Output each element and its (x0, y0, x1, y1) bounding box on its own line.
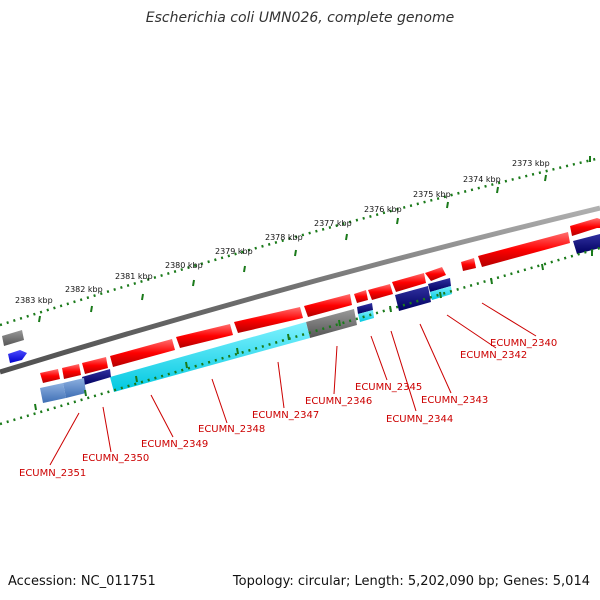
gene-label-ecumn-2350: ECUMN_2350 (82, 453, 149, 464)
tick-label-2379: 2379 kbp (215, 247, 253, 256)
cog-block (306, 309, 357, 338)
gene-arrow (354, 290, 368, 303)
tick-label-2383: 2383 kbp (15, 296, 53, 305)
cog-block (63, 378, 86, 398)
gene-arrow (461, 258, 476, 271)
gene-arrow (570, 218, 600, 236)
gene-arrow-ecumn-2350 (82, 357, 108, 374)
gene-arrow (368, 284, 393, 300)
tick-label-2375: 2375 kbp (413, 190, 451, 199)
cog-block (357, 303, 373, 314)
tick-label-2373: 2373 kbp (512, 159, 550, 168)
label-leaders (49, 302, 537, 466)
scale-tick-labels: 2373 kbp 2374 kbp 2375 kbp 2376 kbp 2377… (15, 159, 550, 305)
gene-label-ecumn-2343: ECUMN_2343 (421, 395, 488, 406)
inner-scale-ticks (34, 250, 593, 411)
cog-block (573, 234, 600, 254)
gene-label-ecumn-2348: ECUMN_2348 (198, 424, 265, 435)
cog-block (82, 369, 111, 385)
gene-label-ecumn-2345: ECUMN_2345 (355, 382, 422, 393)
tick-label-2382: 2382 kbp (65, 285, 103, 294)
scale-ticks (38, 156, 591, 323)
tick-label-2380: 2380 kbp (165, 261, 203, 270)
gene-label-ecumn-2347: ECUMN_2347 (252, 410, 319, 421)
forward-strand-features (2, 218, 600, 363)
accession-text: Accession: NC_011751 (8, 574, 156, 589)
gene-arrow-ecumn-2351 (40, 369, 60, 383)
tick-label-2381: 2381 kbp (115, 272, 153, 281)
gene-arrow (8, 350, 27, 363)
cog-track (40, 234, 600, 403)
cog-block (110, 322, 310, 392)
gene-arrow (425, 267, 446, 281)
gene-arrow (2, 330, 24, 346)
gene-label-ecumn-2342: ECUMN_2342 (460, 350, 527, 361)
gene-labels: ECUMN_2340 ECUMN_2342 ECUMN_2343 ECUMN_2… (19, 338, 557, 479)
genome-backbone (0, 205, 600, 375)
tick-label-2374: 2374 kbp (463, 175, 501, 184)
gene-arrow-ecumn-2349 (176, 324, 233, 348)
cog-block (40, 383, 66, 403)
cog-block (428, 278, 451, 292)
gene-arrow (392, 273, 426, 292)
reverse-strand-features (40, 232, 570, 383)
tick-label-2377: 2377 kbp (314, 219, 352, 228)
gene-label-ecumn-2346: ECUMN_2346 (305, 396, 372, 407)
gene-label-ecumn-2349: ECUMN_2349 (141, 439, 208, 450)
gene-label-ecumn-2344: ECUMN_2344 (386, 414, 453, 425)
tick-label-2376: 2376 kbp (364, 205, 402, 214)
tick-label-2378: 2378 kbp (265, 233, 303, 242)
gene-arrow (110, 339, 175, 367)
genome-summary-text: Topology: circular; Length: 5,202,090 bp… (232, 574, 590, 589)
gene-label-ecumn-2340: ECUMN_2340 (490, 338, 557, 349)
gene-arrow-ecumn-2348 (234, 307, 303, 333)
cog-block (358, 310, 374, 322)
gene-arrow (62, 364, 81, 379)
gene-arrow-ecumn-2340 (478, 232, 570, 267)
gene-arrow-ecumn-2347 (304, 294, 352, 317)
map-title: Escherichia coli UMN026, complete genome (145, 10, 455, 26)
gene-label-ecumn-2351: ECUMN_2351 (19, 468, 86, 479)
